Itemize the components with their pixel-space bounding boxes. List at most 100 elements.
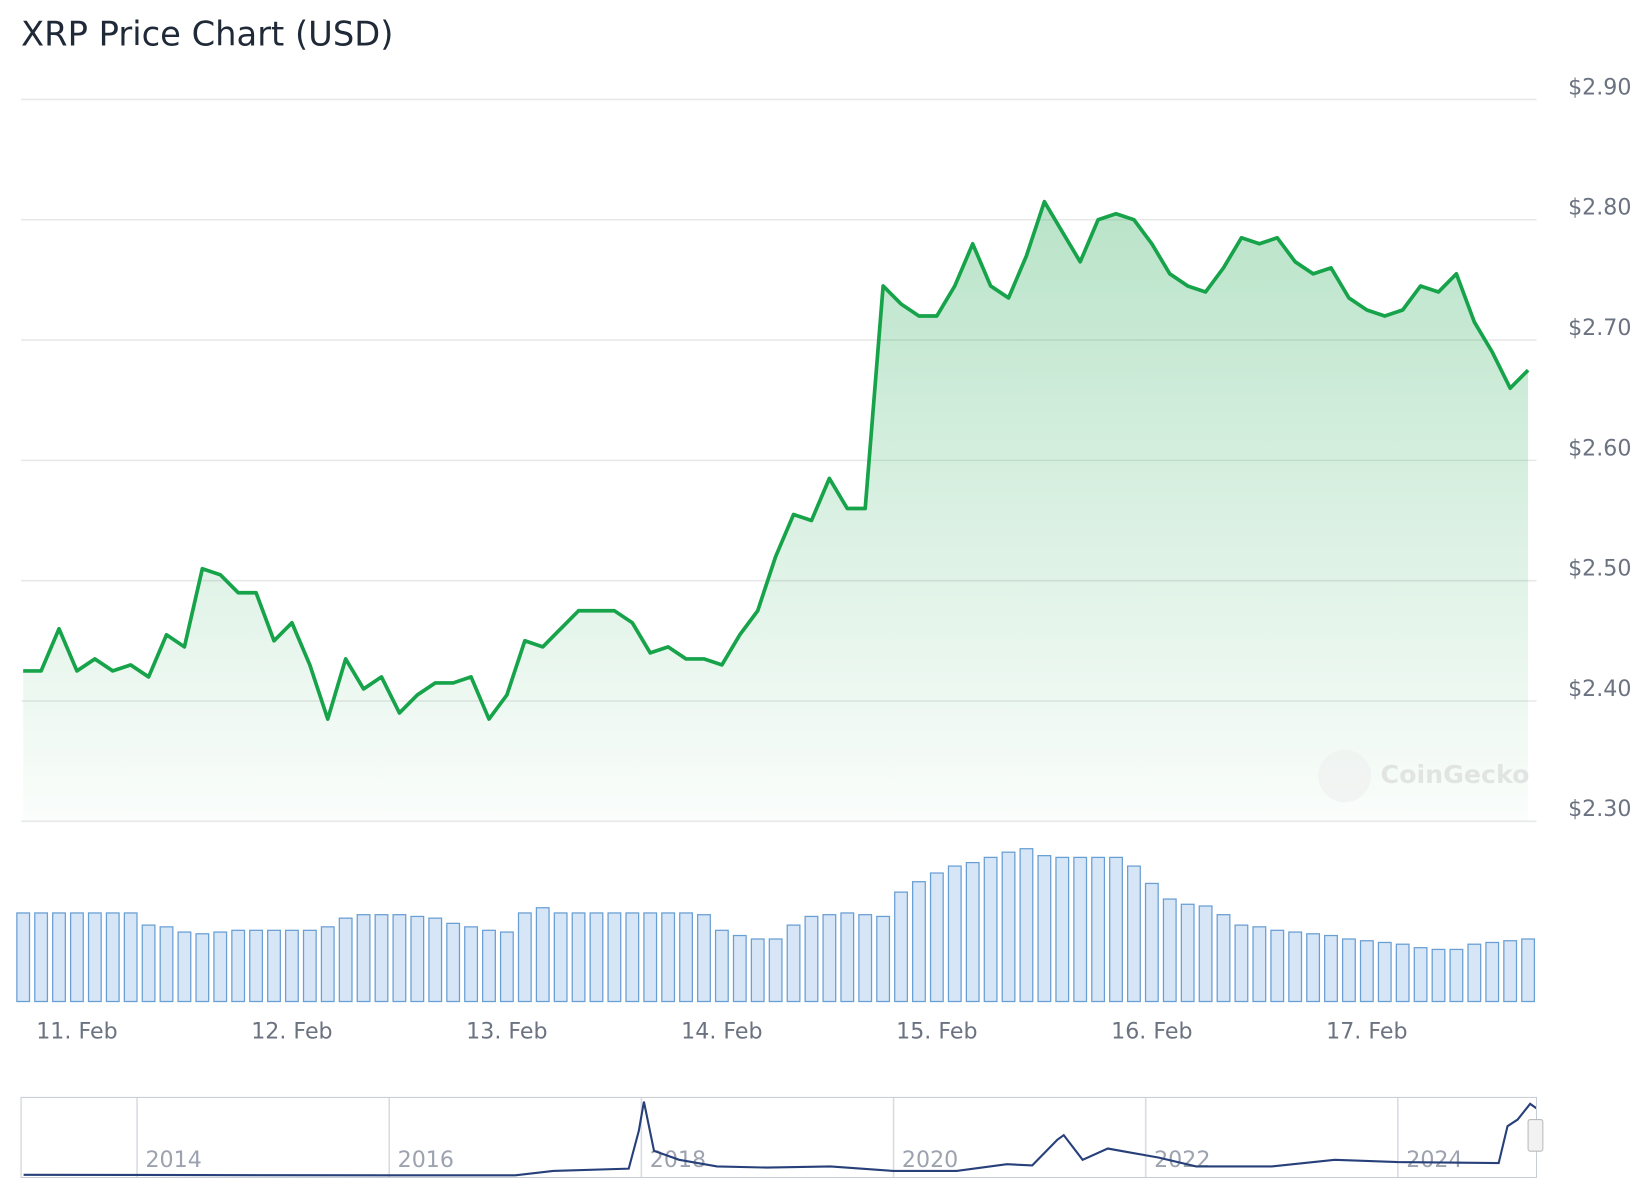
y-tick-label: $2.60	[1568, 435, 1631, 461]
volume-bar	[589, 912, 604, 1003]
volume-bar	[446, 922, 461, 1003]
volume-bar	[213, 931, 228, 1003]
volume-bar	[517, 912, 532, 1003]
volume-bar	[267, 929, 281, 1003]
volume-bar	[1288, 931, 1303, 1003]
navigator-tick-label: 2020	[902, 1147, 958, 1173]
navigator-tick-label: 2016	[398, 1147, 454, 1173]
volume-bar	[1216, 914, 1231, 1003]
x-tick-label: 12. Feb	[251, 1019, 332, 1045]
navigator-tick-label: 2022	[1154, 1147, 1210, 1173]
navigator-frame	[20, 1096, 1538, 1179]
x-tick-label: 16. Feb	[1111, 1019, 1192, 1045]
y-tick-label: $2.50	[1568, 556, 1631, 582]
volume-bar	[840, 912, 855, 1003]
volume-bar	[1234, 924, 1249, 1003]
volume-bar	[535, 907, 550, 1003]
volume-bar	[714, 929, 729, 1003]
volume-bar	[1252, 926, 1267, 1003]
y-tick-label: $2.70	[1568, 315, 1631, 341]
volume-bar	[159, 926, 174, 1003]
volume-bar	[625, 912, 640, 1003]
volume-bar	[428, 917, 443, 1003]
navigator-line	[23, 1101, 1538, 1177]
volume-bar	[1091, 856, 1106, 1003]
y-tick-label: $2.40	[1568, 676, 1631, 702]
volume-bar	[571, 912, 586, 1003]
volume-bar	[1126, 865, 1141, 1003]
volume-bar	[1431, 948, 1446, 1003]
volume-bar	[320, 926, 335, 1003]
volume-bar	[249, 929, 264, 1003]
volume-bar	[374, 914, 389, 1003]
volume-bar	[302, 929, 317, 1003]
volume-bar	[822, 914, 837, 1003]
volume-bar	[1503, 940, 1518, 1003]
volume-bar	[1109, 856, 1123, 1003]
volume-bar	[105, 912, 120, 1003]
volume-bar	[1144, 882, 1159, 1003]
volume-bar	[876, 915, 891, 1003]
volume-bar	[553, 912, 568, 1003]
volume-bar	[1413, 947, 1428, 1003]
x-tick-label: 14. Feb	[681, 1019, 762, 1045]
x-tick-label: 17. Feb	[1326, 1019, 1407, 1045]
volume-bar	[643, 912, 658, 1003]
volume-bar	[786, 924, 801, 1003]
volume-bar	[750, 938, 765, 1003]
volume-bar	[768, 938, 783, 1003]
volume-bar	[697, 914, 711, 1003]
navigator-tick-label: 2014	[145, 1147, 201, 1173]
volume-bar	[284, 929, 299, 1003]
volume-bar	[983, 856, 998, 1003]
volume-bar	[499, 931, 514, 1003]
volume-bar	[858, 914, 873, 1003]
price-area	[23, 201, 1529, 822]
y-tick-label: $2.80	[1568, 195, 1631, 221]
chart-title: XRP Price Chart (USD)	[21, 15, 393, 54]
volume-bar	[231, 929, 246, 1003]
volume-bar	[356, 914, 371, 1003]
navigator-handle[interactable]	[1527, 1119, 1544, 1152]
volume-bar	[947, 865, 962, 1003]
volume-bar	[894, 891, 908, 1003]
volume-bar	[607, 912, 622, 1003]
y-tick-label: $2.30	[1568, 796, 1631, 822]
volume-bar	[1341, 938, 1356, 1003]
volume-bar	[1395, 943, 1410, 1003]
volume-bar	[911, 881, 926, 1003]
volume-bar	[929, 872, 944, 1003]
y-tick-label: $2.90	[1568, 74, 1631, 100]
volume-bar	[1019, 848, 1034, 1003]
volume-bar	[1162, 898, 1177, 1003]
volume-bar	[1377, 941, 1392, 1003]
volume-bar	[1001, 851, 1016, 1003]
volume-bar	[1270, 929, 1285, 1003]
navigator-tick-label: 2024	[1406, 1147, 1462, 1173]
watermark: CoinGecko	[1318, 749, 1530, 803]
x-tick-label: 11. Feb	[36, 1019, 117, 1045]
volume-bar	[1306, 933, 1321, 1003]
volume-bar	[1198, 905, 1213, 1003]
volume-bar	[16, 912, 31, 1003]
volume-bar	[464, 926, 479, 1003]
volume-bar	[804, 915, 819, 1003]
volume-bar	[679, 912, 694, 1003]
volume-bar	[1485, 941, 1500, 1003]
volume-bar	[410, 915, 425, 1003]
volume-bar	[1521, 938, 1536, 1003]
volume-bar	[1055, 856, 1070, 1003]
price-line	[23, 199, 1530, 721]
volume-bar	[1180, 903, 1195, 1003]
watermark-text: CoinGecko	[1381, 760, 1530, 789]
volume-bar	[141, 924, 156, 1003]
x-tick-label: 13. Feb	[466, 1019, 547, 1045]
volume-bar	[177, 931, 192, 1003]
volume-bar	[87, 912, 102, 1003]
volume-bar	[195, 933, 210, 1003]
volume-bar	[661, 912, 676, 1003]
volume-bar	[1359, 940, 1374, 1003]
volume-bar	[482, 929, 496, 1003]
